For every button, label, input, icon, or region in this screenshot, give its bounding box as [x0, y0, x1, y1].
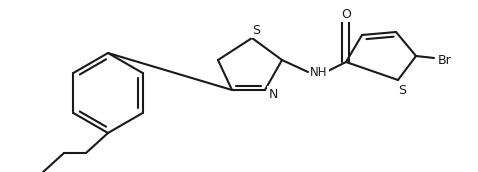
Text: S: S	[398, 83, 406, 96]
Text: NH: NH	[310, 66, 327, 78]
Text: O: O	[341, 8, 351, 20]
Text: Br: Br	[438, 53, 452, 67]
Text: S: S	[252, 24, 260, 36]
Text: N: N	[268, 88, 278, 100]
